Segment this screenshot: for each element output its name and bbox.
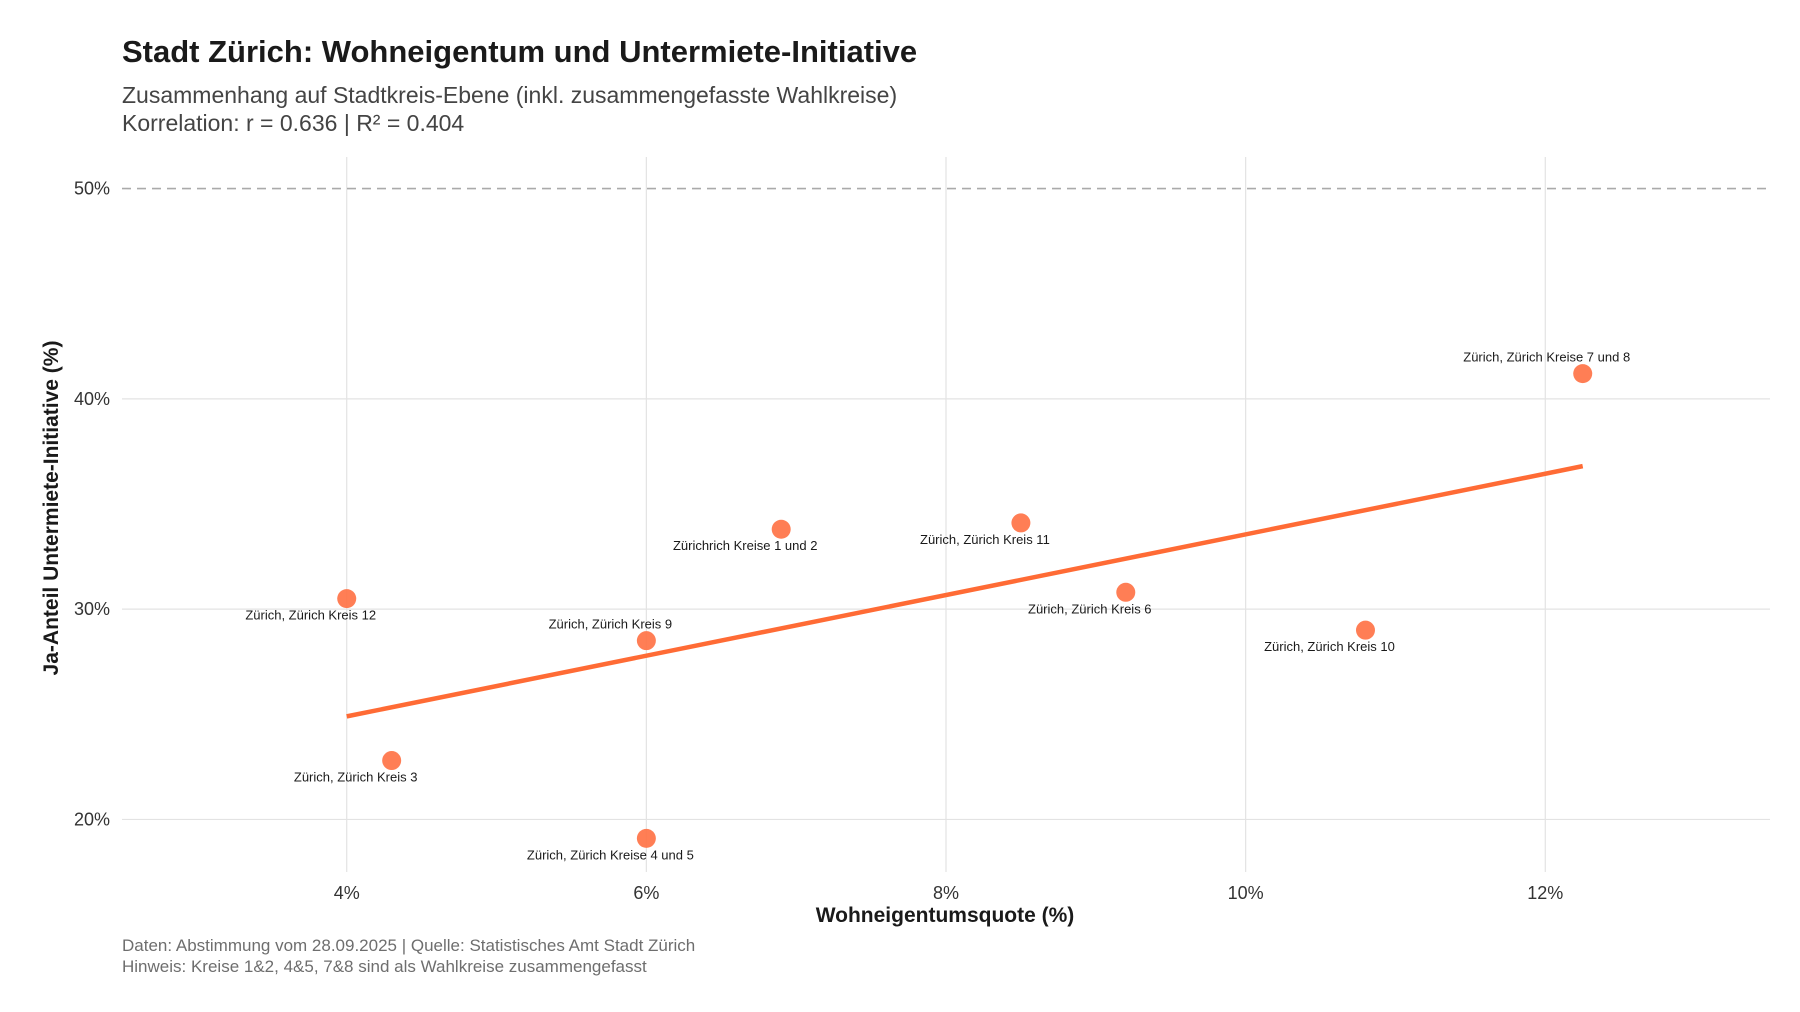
trend-line-group <box>346 463 1584 719</box>
data-point <box>636 631 656 651</box>
x-axis-ticks: 4% 6% 8% 10% 12% <box>334 883 1564 903</box>
y-tick-label: 30% <box>74 599 110 619</box>
point-label: Zürich, Zürich Kreis 12 <box>245 608 376 623</box>
y-tick-label: 50% <box>74 179 110 199</box>
data-point <box>771 519 791 539</box>
point-label: Zürich, Zürich Kreis 3 <box>294 770 418 785</box>
data-point <box>1011 513 1031 533</box>
chart-subtitle: Zusammenhang auf Stadtkreis-Ebene (inkl.… <box>122 82 898 108</box>
trend-line <box>346 463 1584 719</box>
point-label: Zürich, Zürich Kreise 7 und 8 <box>1463 350 1630 365</box>
x-tick-label: 4% <box>334 883 360 903</box>
point-labels: Zürichrich Kreise 1 und 2 Zürich, Zürich … <box>245 350 1630 863</box>
caption-source: Daten: Abstimmung vom 28.09.2025 | Quell… <box>122 936 696 955</box>
point-label: Zürichrich Kreise 1 und 2 <box>673 538 818 553</box>
data-point <box>1116 582 1136 602</box>
data-points <box>337 364 1593 848</box>
caption-note: Hinweis: Kreise 1&2, 4&5, 7&8 sind als W… <box>122 957 647 976</box>
chart-correlation-subtitle: Korrelation: r = 0.636 | R² = 0.404 <box>122 110 465 136</box>
point-label: Zürich, Zürich Kreis 9 <box>549 617 673 632</box>
x-tick-label: 12% <box>1527 883 1563 903</box>
data-point <box>382 751 402 771</box>
x-tick-label: 10% <box>1228 883 1264 903</box>
x-tick-label: 8% <box>933 883 959 903</box>
point-label: Zürich, Zürich Kreis 6 <box>1028 601 1152 616</box>
chart-title: Stadt Zürich: Wohneigentum und Untermiet… <box>122 34 918 69</box>
data-point <box>636 828 656 848</box>
y-axis-title: Ja-Anteil Untermiete-Initiative (%) <box>40 341 63 676</box>
point-label: Zürich, Zürich Kreise 4 und 5 <box>527 847 694 862</box>
point-label: Zürich, Zürich Kreis 11 <box>920 532 1050 547</box>
data-point <box>337 589 357 609</box>
y-axis-ticks: 20% 30% 40% 50% <box>74 179 110 830</box>
data-point <box>1573 364 1593 384</box>
data-point <box>1355 620 1375 640</box>
y-tick-label: 40% <box>74 389 110 409</box>
grid-lines <box>122 157 1770 872</box>
x-tick-label: 6% <box>633 883 659 903</box>
x-axis-title: Wohneigentumsquote (%) <box>816 904 1075 927</box>
point-label: Zürich, Zürich Kreis 10 <box>1264 639 1395 654</box>
y-tick-label: 20% <box>74 809 110 829</box>
